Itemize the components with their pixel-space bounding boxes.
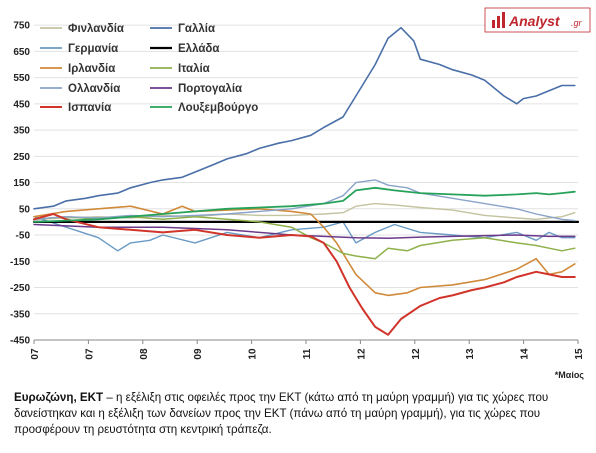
y-tick-label: -250 <box>10 283 30 294</box>
y-tick-label: -450 <box>10 336 30 347</box>
gridlines <box>34 24 578 341</box>
series-line-8 <box>33 213 576 336</box>
y-tick-label: 750 <box>13 21 30 32</box>
legend-label: Ιρλανδία <box>68 63 115 75</box>
x-tick-label: 08 <box>139 348 150 360</box>
series-line-9 <box>33 186 576 223</box>
y-tick-label: -50 <box>16 231 31 242</box>
legend-label: Φινλανδία <box>68 23 124 35</box>
y-tick-label: 350 <box>13 126 30 137</box>
legend-label: Γερμανία <box>68 43 118 55</box>
series-line-2 <box>33 215 576 252</box>
y-tick-label: -150 <box>10 257 30 268</box>
x-tick-label: 14 <box>520 348 531 360</box>
legend-label: Ολλανδία <box>68 83 120 95</box>
chart-caption: Ευρωζώνη, ΕΚΤ – η εξέλιξη στις οφειλές π… <box>14 390 584 438</box>
x-tick-label: 12 <box>411 348 422 360</box>
y-tick-label: 550 <box>13 73 30 84</box>
y-axis-ticks: 750 650 550 450 350 250 150 50 -50 -150 -250 -350 -4… <box>10 21 30 347</box>
x-tick-label: 15 <box>574 348 585 360</box>
y-tick-label: 250 <box>13 152 30 163</box>
x-tick-label: 10 <box>248 348 259 360</box>
legend-label: Λουξεμβούργο <box>178 102 258 114</box>
legend: Φινλανδία Γαλλία Γερμανία Ελλάδα Ιρλανδία Ιτα… <box>40 23 258 114</box>
analyst-logo: Analyst .gr <box>484 7 591 33</box>
caption-bold: Ευρωζώνη, ΕΚΤ <box>14 391 104 404</box>
caption-text: – η εξέλιξη στις οφειλές προς την ΕΚΤ (κ… <box>14 391 549 436</box>
x-tick-label: 13 <box>465 348 476 360</box>
legend-label: Ισπανία <box>68 102 111 114</box>
x-tick-label: 09 <box>193 348 204 360</box>
y-tick-label: 150 <box>13 178 30 189</box>
x-tick-label: 11 <box>302 348 313 359</box>
bar-chart-icon <box>492 12 505 28</box>
line-chart: 750 650 550 450 350 250 150 50 -50 -150 -250 -350 -4… <box>10 7 591 380</box>
y-tick-label: 50 <box>19 204 31 215</box>
series-line-5 <box>33 215 576 260</box>
legend-label: Γαλλία <box>178 23 215 35</box>
x-axis-ticks: 07 07 08 09 10 11 12 12 13 14 15 <box>30 339 585 360</box>
series-line-1 <box>33 26 576 210</box>
logo-name: Analyst <box>508 13 561 29</box>
series-line-4 <box>33 205 576 297</box>
legend-label: Πορτογαλία <box>178 83 242 95</box>
y-tick-label: 650 <box>13 47 30 58</box>
series-line-6 <box>33 179 576 222</box>
footnote-month: *Μαίος <box>555 370 585 380</box>
x-tick-label: 07 <box>84 348 95 360</box>
logo-suffix: .gr <box>571 18 583 28</box>
x-tick-label: 12 <box>356 348 367 360</box>
legend-label: Ελλάδα <box>178 43 219 55</box>
legend-label: Ιταλία <box>178 63 210 75</box>
x-tick-label: 07 <box>30 348 41 360</box>
series-lines <box>32 26 580 336</box>
y-tick-label: -350 <box>10 309 30 320</box>
y-tick-label: 450 <box>13 99 30 110</box>
